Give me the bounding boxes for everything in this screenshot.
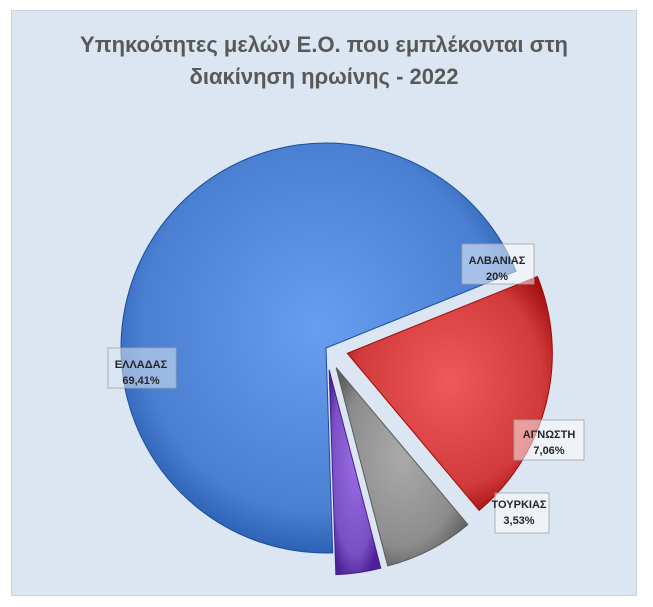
data-label-box-2: [461, 243, 535, 285]
data-label-name-2: ΑΛΒΑΝΙΑΣ: [469, 255, 526, 267]
pie-slice-3: [335, 367, 469, 567]
data-label-box-4: [494, 492, 550, 534]
data-label-value-3: 7,06%: [533, 445, 564, 457]
data-label-value-1: 69,41%: [122, 375, 160, 387]
chart-title-line-1: Υπηκοότητες μελών Ε.Ο. που εμπλέκονται σ…: [80, 32, 568, 57]
pie-slice-2: [346, 275, 553, 512]
pie-slice-4: [328, 369, 382, 576]
data-label-value-2: 20%: [486, 271, 508, 283]
pie-slice-1: [120, 142, 517, 554]
data-label-box-1: [107, 347, 177, 389]
data-label-name-4: ΤΟΥΡΚΙΑΣ: [492, 499, 547, 511]
chart-title-line-2: διακίνηση ηρωίνης - 2022: [189, 64, 459, 89]
data-label-name-3: ΑΓΝΩΣΤΗ: [523, 429, 576, 441]
data-label-value-4: 3,53%: [503, 515, 534, 527]
data-label-box-3: [513, 419, 585, 461]
data-label-name-1: ΕΛΛΑΔΑΣ: [115, 359, 168, 371]
chart-title: Υπηκοότητες μελών Ε.Ο. που εμπλέκονται σ…: [12, 29, 636, 93]
